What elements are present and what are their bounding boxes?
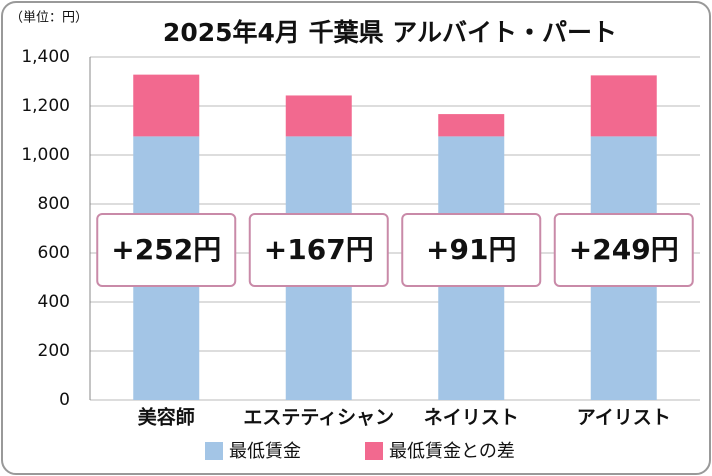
y-tick-label: 400 [38, 292, 70, 312]
x-tick-label: エステティシャン [243, 407, 394, 429]
x-tick-label: アイリスト [577, 407, 671, 429]
bar-segment [133, 74, 200, 137]
data-label: +252円 [111, 233, 221, 266]
y-tick-label: 1,200 [21, 96, 70, 116]
bar-segment [590, 75, 657, 137]
x-tick-label: ネイリスト [424, 407, 519, 429]
data-label: +249円 [569, 233, 679, 266]
y-tick-label: 1,400 [21, 47, 70, 67]
label-box [401, 213, 542, 287]
legend-swatch [205, 442, 223, 460]
unit-label: （単位：円） [10, 10, 88, 26]
legend-swatch [365, 442, 383, 460]
bar-segment [438, 114, 505, 137]
chart-title: 2025年4月 千葉県 アルバイト・パート [163, 18, 617, 47]
y-tick-label: 600 [38, 243, 70, 263]
y-tick-label: 0 [59, 390, 70, 410]
bar-segment [285, 95, 352, 137]
y-tick-label: 800 [38, 194, 70, 214]
y-tick-label: 200 [38, 341, 70, 361]
legend-label: 最低賃金との差 [389, 441, 515, 462]
label-box [553, 213, 694, 287]
y-tick-label: 1,000 [21, 145, 70, 165]
x-tick-label: 美容師 [138, 406, 195, 429]
legend-label: 最低賃金 [229, 441, 301, 462]
label-box [248, 213, 389, 287]
label-box [96, 213, 237, 287]
data-label: +91円 [426, 233, 516, 266]
data-label: +167円 [264, 233, 374, 266]
